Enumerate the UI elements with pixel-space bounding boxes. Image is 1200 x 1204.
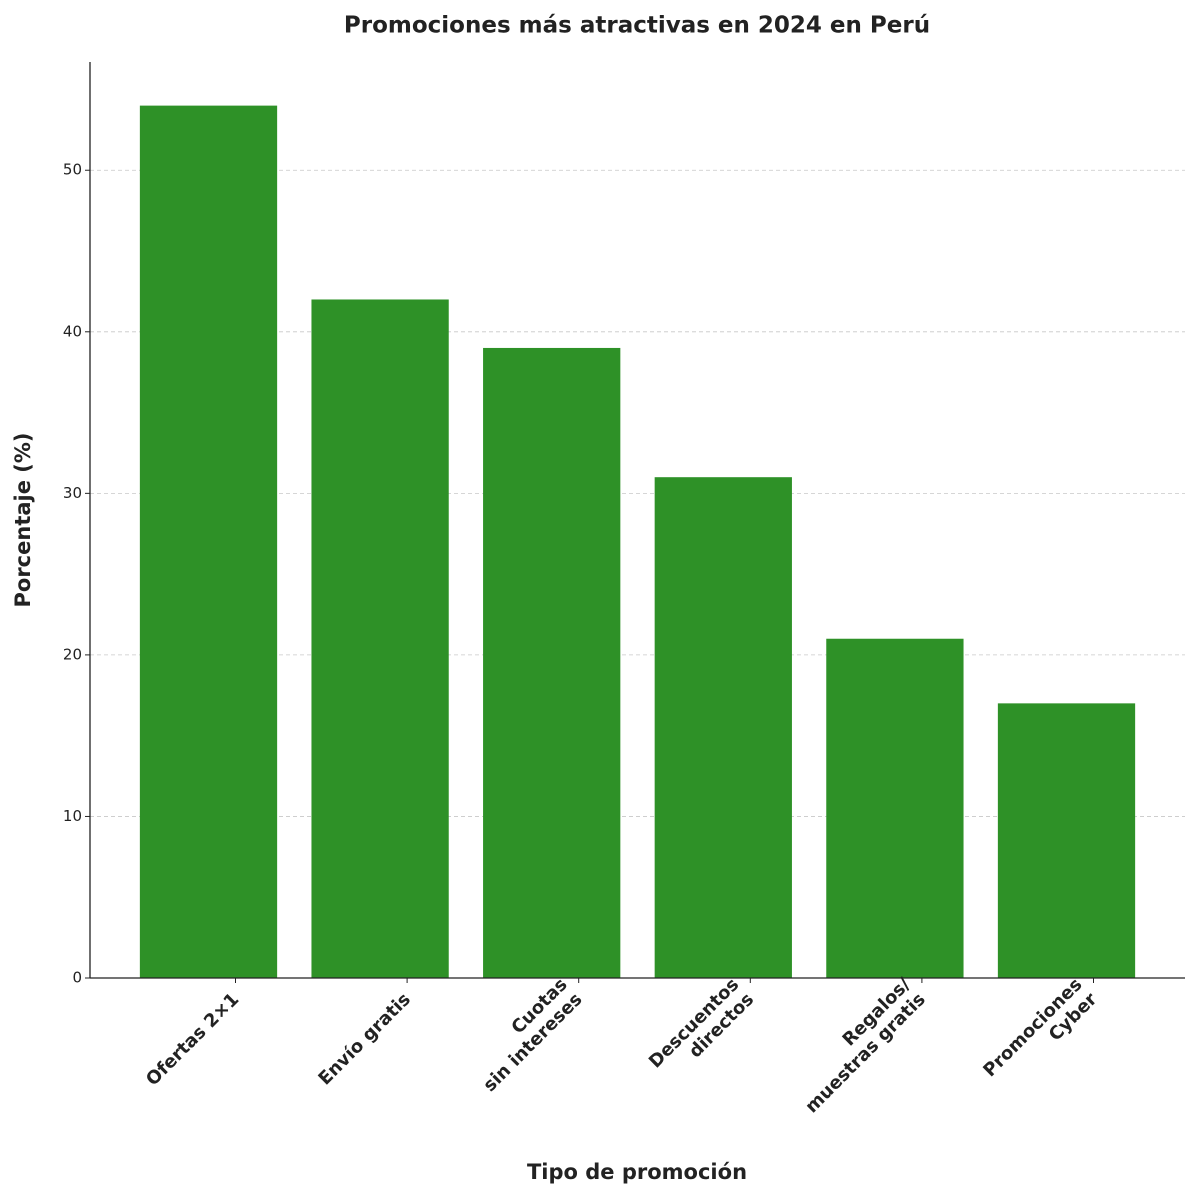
x-tick-label: Descuentosdirectos	[645, 974, 758, 1087]
bar	[997, 703, 1136, 978]
x-tick-label: Envío gratis	[314, 989, 414, 1089]
bar	[654, 477, 792, 978]
chart-title: Promociones más atractivas en 2024 en Pe…	[344, 13, 930, 39]
y-tick-label: 20	[63, 645, 82, 663]
x-axis-title: Tipo de promoción	[527, 1160, 747, 1184]
y-tick-label: 0	[72, 969, 82, 987]
x-tick-label: Ofertas 2×1	[142, 989, 243, 1090]
bar	[483, 347, 621, 978]
x-tick-label: Cuotassin intereses	[465, 974, 587, 1096]
y-tick-label: 30	[63, 484, 82, 502]
y-tick-label: 40	[63, 322, 82, 340]
x-tick-label: Regalos/muestras gratis	[786, 974, 929, 1117]
bar	[826, 638, 964, 978]
bar	[311, 299, 449, 979]
y-tick-label: 10	[63, 807, 82, 825]
y-tick-label: 50	[63, 161, 82, 179]
bar	[139, 105, 278, 979]
y-axis-title: Porcentaje (%)	[11, 432, 35, 607]
x-tick-label: PromocionesCyber	[979, 974, 1101, 1096]
